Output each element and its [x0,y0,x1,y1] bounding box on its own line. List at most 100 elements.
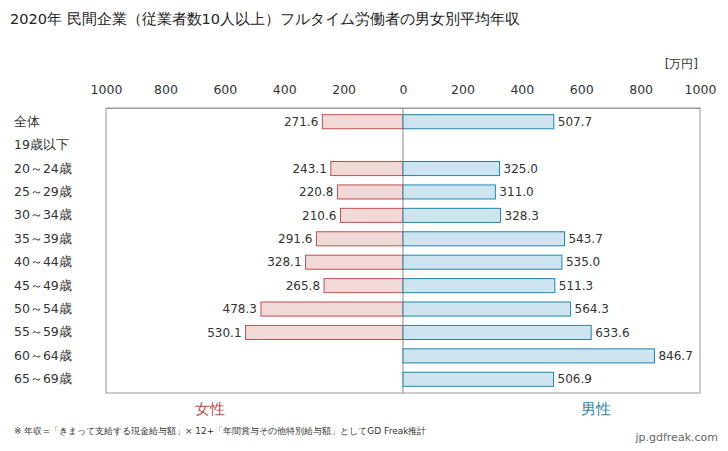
tick: 40～44歳 [14,254,106,269]
note: ※ 年収=「きまって支給する現金給与額」× 12+「年間賞与その他特別給与額」と… [14,426,426,436]
data-label: 846.7 [658,349,692,363]
tick-label: 40～44歳 [14,254,72,269]
data-label: 543.7 [568,232,602,246]
tick: 0 [400,82,408,108]
tick-label: 19歳以下 [14,137,69,152]
bar [403,372,554,386]
tick-label: 400 [510,82,534,97]
source: jp.gdfreak.com [634,431,718,444]
tick-label: 55～59歳 [14,324,72,339]
bar [403,185,495,199]
bar [337,185,403,199]
data-label: 535.0 [566,255,600,269]
bar [261,302,403,316]
tick: 30～34歳 [14,207,106,222]
tick-label: 20～24歳 [14,161,72,176]
legend-entry: 男性 [581,400,611,418]
data-label: 633.6 [595,326,629,340]
tick: 600 [570,82,594,108]
tick: 19歳以下 [14,137,106,152]
tick-label: 35～39歳 [14,231,72,246]
tick-label: 全体 [14,114,40,129]
bar [403,208,501,222]
axis-title: [万円] [665,57,698,71]
tick-label: 400 [273,82,297,97]
tick-label: 1000 [91,82,123,97]
x-axis: 200 400 600 800 1000 [91,82,404,109]
data-label: 271.6 [284,115,318,129]
bar [324,279,403,293]
bar [340,208,403,222]
title: 2020年 民間企業（従業者数10人以上）フルタイム労働者の男女別平均年収 [10,11,520,27]
tick: 60～64歳 [14,348,106,363]
tick-label: 200 [332,82,356,97]
bars [246,115,655,387]
data-label: 511.3 [559,279,593,293]
bar [246,325,403,339]
x-axis: 0 200 400 600 800 1000 [400,82,717,109]
tick: 45～49歳 [14,278,106,293]
tick-label: 200 [451,82,475,97]
tick-label: 65～69歳 [14,371,72,386]
bar [403,279,555,293]
legend-entry: 女性 [195,400,225,418]
bar [403,232,564,246]
data-labels: 271.6 243.1 220.8 210.6 291.6 328.1 265.8 478.3… [207,115,693,387]
bar [403,349,654,363]
bar [403,302,571,316]
tick: 25～29歳 [14,184,106,199]
bar [331,162,403,176]
data-label: 243.1 [292,162,326,176]
data-label: 291.6 [278,232,312,246]
plot-frame [106,108,700,393]
tick-label: 45～49歳 [14,278,72,293]
data-label: 325.0 [504,162,538,176]
tick: 50～54歳 [14,301,106,316]
tick: 20～24歳 [14,161,106,176]
tick-label: 50～54歳 [14,301,72,316]
tick: 1000 [91,82,123,108]
data-label: 478.3 [223,302,257,316]
tick-label: 60～64歳 [14,348,72,363]
bar [403,162,500,176]
data-label: 210.6 [302,209,336,223]
data-label: 265.8 [286,279,320,293]
y-axis: 全体 19歳以下 20～24歳 25～29歳 30～34歳 35～39歳 40～44歳 45～… [14,114,106,387]
data-label: 530.1 [207,326,241,340]
tick: 200 [451,82,475,108]
tick: 65～69歳 [14,371,106,386]
tick-label: 800 [154,82,178,97]
tick: 600 [213,82,237,108]
bar [306,255,403,269]
tick-label: 600 [570,82,594,97]
tick: 35～39歳 [14,231,106,246]
data-label: 564.3 [575,302,609,316]
data-label: 220.8 [299,185,333,199]
tick-label: 800 [629,82,653,97]
data-label: 328.1 [267,255,301,269]
tick-label: 30～34歳 [14,207,72,222]
tick: 800 [629,82,653,108]
tick-label: 600 [213,82,237,97]
tick-label: 1000 [685,82,717,97]
tick: 800 [154,82,178,108]
bar [316,232,403,246]
bar [403,255,562,269]
chart: 2020年 民間企業（従業者数10人以上）フルタイム労働者の男女別平均年収 [万円… [0,0,728,451]
data-label: 328.3 [505,209,539,223]
bar [403,115,554,129]
tick-label: 25～29歳 [14,184,72,199]
tick: 200 [332,82,356,108]
axis-line [107,108,404,109]
tick: 全体 [14,114,106,129]
tick: 1000 [685,82,717,108]
tick: 55～59歳 [14,324,106,339]
axis-line [404,108,701,109]
tick: 400 [273,82,297,108]
data-label: 507.7 [558,115,592,129]
bar [403,325,591,339]
tick: 400 [510,82,534,108]
data-label: 506.9 [558,372,592,386]
tick-label: 0 [400,82,408,97]
data-label: 311.0 [499,185,533,199]
